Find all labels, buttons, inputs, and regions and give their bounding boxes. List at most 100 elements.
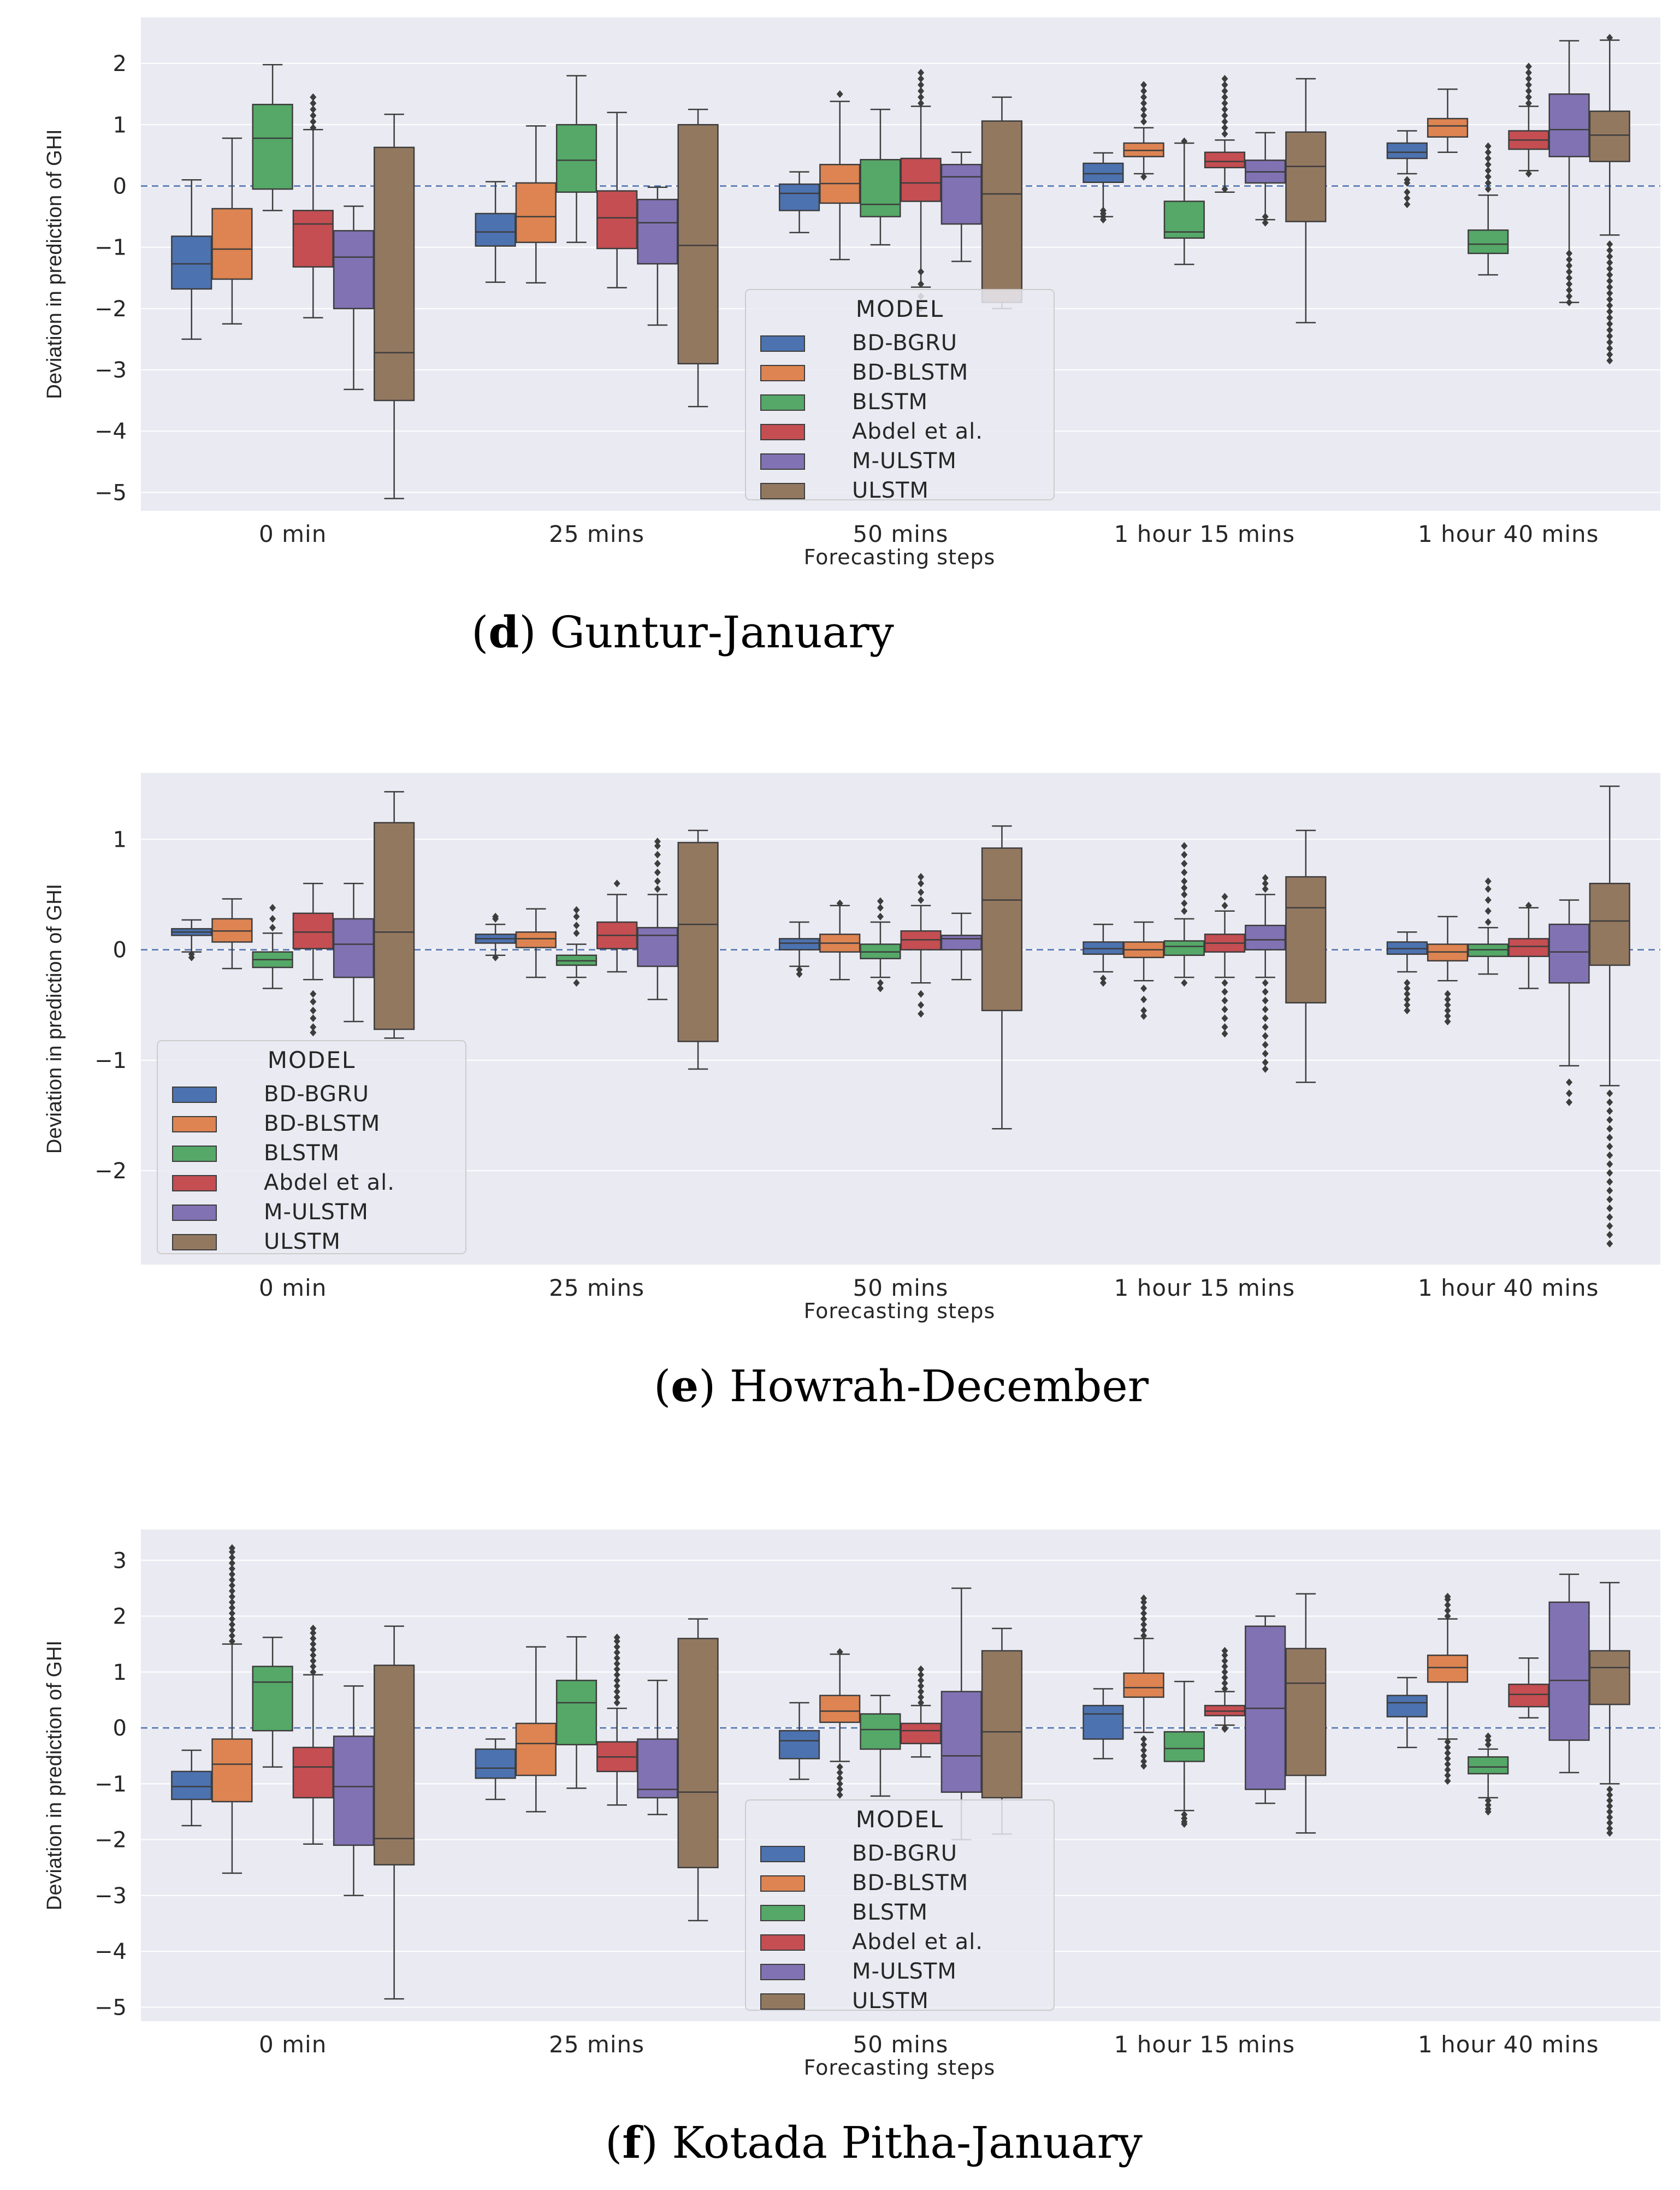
y-tick-label: −4 [94, 1939, 127, 1964]
outlier-point [1444, 1607, 1451, 1615]
box-body [860, 158, 901, 217]
outlier-point [918, 1665, 925, 1673]
outlier-point [1606, 1808, 1613, 1816]
box-ulstm [677, 1618, 719, 1922]
box-body [900, 157, 942, 202]
outlier-point [1525, 62, 1532, 70]
outlier-point [918, 990, 925, 998]
outlier-point [1262, 1023, 1269, 1031]
outlier-point [613, 1682, 620, 1690]
box-bd-blstm [819, 90, 861, 261]
outlier-point [1444, 990, 1451, 998]
box-bd-blstm [1427, 916, 1469, 1026]
box-body [637, 1738, 678, 1799]
outlier-point [310, 1645, 317, 1654]
outlier-point [918, 1682, 925, 1690]
outlier-point [228, 1554, 235, 1562]
outlier-point [1221, 1674, 1228, 1682]
y-tick-label: 0 [113, 174, 127, 199]
legend: MODEL BD-BGRU BD-BLSTM BLSTM Abdel et al. M-U… [745, 289, 1055, 503]
box-body [981, 120, 1023, 303]
box-body [860, 1713, 901, 1750]
outlier-point [228, 1576, 235, 1584]
legend-entry-label: BD-BGRU [852, 1841, 957, 1866]
y-tick-label: 2 [113, 51, 127, 76]
legend-entry-label: BD-BLSTM [852, 360, 968, 385]
outlier-point [1221, 1657, 1228, 1665]
outlier-point [1404, 984, 1411, 993]
box-bd-blstm [1123, 921, 1164, 1020]
box-body [637, 198, 678, 265]
outlier-point [1262, 1058, 1269, 1066]
box-body [515, 182, 557, 243]
box-bd-bgru [1386, 1677, 1428, 1749]
box-m-ulstm [940, 151, 982, 262]
outlier-point [1484, 1797, 1492, 1805]
outlier-point [1606, 308, 1613, 316]
outlier-point [1404, 176, 1411, 184]
outlier-point [1444, 1738, 1451, 1746]
legend-entry-label: ULSTM [264, 1229, 341, 1254]
legend-title: MODEL [856, 296, 944, 322]
box-bd-bgru [1082, 1688, 1124, 1760]
caption-howrah: (e) Howrah-December [654, 1360, 1149, 1412]
y-tick-label: −5 [94, 1995, 127, 2020]
outlier-point [1140, 1746, 1147, 1754]
box-ulstm [374, 1625, 415, 2000]
outlier-point [1099, 206, 1107, 215]
outlier-point [1221, 1023, 1228, 1031]
box-blstm [860, 1695, 901, 1797]
outlier-point [1484, 1736, 1492, 1744]
outlier-point [1606, 1231, 1613, 1239]
x-tick-label: 50 mins [853, 1274, 949, 1301]
legend-swatch [172, 1146, 217, 1162]
y-axis-label: Deviation in prediction of GHI [43, 1640, 66, 1910]
box-bd-blstm [1427, 88, 1469, 154]
legend-entry-label: M-ULSTM [852, 448, 957, 474]
outlier-point [228, 1548, 235, 1556]
box-ulstm [1589, 34, 1630, 365]
outlier-point [228, 1620, 235, 1628]
legend-swatch [760, 365, 805, 381]
box-body [940, 1691, 982, 1793]
outlier-point [1140, 984, 1147, 993]
outlier-point [1404, 200, 1411, 209]
outlier-point [1221, 1005, 1228, 1013]
outlier-point [1566, 298, 1573, 306]
box-bd-blstm [515, 908, 557, 978]
box-body [1285, 1648, 1327, 1776]
outlier-point [1606, 344, 1613, 352]
outlier-point [1606, 1107, 1613, 1115]
box-abdel-et-al- [1508, 1657, 1549, 1719]
outlier-point [1262, 1005, 1269, 1013]
y-tick-label: 1 [113, 1660, 127, 1685]
outlier-point [1262, 874, 1269, 882]
box-abdel-et-al- [900, 68, 942, 312]
legend-entry-label: BD-BLSTM [264, 1111, 380, 1136]
box-body [475, 1748, 516, 1779]
outlier-point [310, 1668, 317, 1676]
outlier-point [573, 912, 580, 920]
box-bd-bgru [171, 179, 212, 340]
box-blstm [555, 1636, 598, 1789]
box-body [1245, 924, 1286, 951]
box-body [515, 1722, 557, 1776]
outlier-point [228, 1626, 235, 1634]
outlier-point [918, 81, 925, 89]
outlier-point [1140, 1615, 1147, 1623]
outlier-point [1140, 1735, 1147, 1743]
legend-entry-label: Abdel et al. [852, 1929, 983, 1955]
outlier-point [1606, 1125, 1613, 1133]
legend-swatch [172, 1087, 217, 1103]
outlier-point [1606, 1089, 1613, 1097]
legend-title: MODEL [856, 1806, 944, 1833]
box-body [333, 230, 375, 310]
outlier-point [1606, 1195, 1613, 1203]
outlier-point [1606, 1116, 1613, 1124]
outlier-point [1606, 283, 1613, 291]
legend: MODEL BD-BGRU BD-BLSTM BLSTM Abdel et al. M-U… [745, 1799, 1055, 2014]
outlier-point [836, 90, 843, 98]
outlier-point [1221, 81, 1228, 89]
outlier-point [1221, 979, 1228, 987]
box-m-ulstm [940, 1587, 982, 1840]
